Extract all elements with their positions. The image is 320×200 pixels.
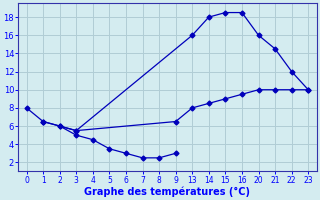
X-axis label: Graphe des températures (°C): Graphe des températures (°C)	[84, 186, 250, 197]
